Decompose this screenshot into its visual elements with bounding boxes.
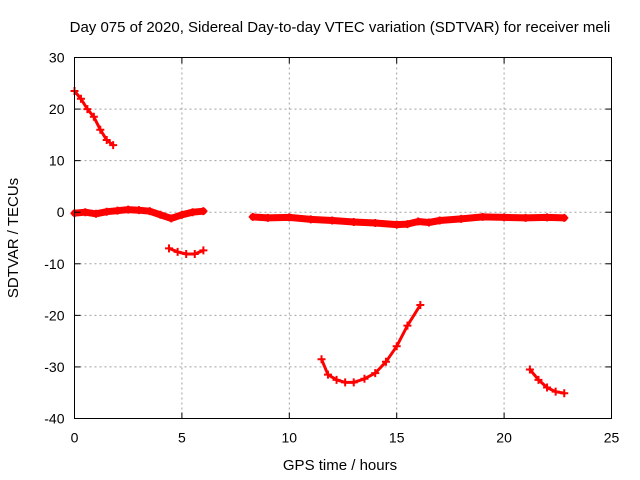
data-point: [371, 369, 380, 378]
data-point: [543, 213, 552, 222]
data-point: [534, 375, 543, 384]
x-tick-label: 25: [604, 430, 620, 446]
y-tick-label: 0: [57, 204, 65, 220]
data-point: [371, 219, 380, 228]
x-tick-label: 15: [389, 430, 405, 446]
y-tick-label: 10: [49, 153, 65, 169]
data-point: [165, 244, 174, 253]
y-tick-label: -40: [44, 411, 64, 427]
data-point: [91, 209, 100, 218]
x-tick-label: 5: [178, 430, 186, 446]
series-layer: [70, 87, 569, 398]
data-point: [341, 378, 350, 387]
y-tick-label: -30: [44, 359, 64, 375]
data-point: [457, 214, 466, 223]
data-point: [381, 357, 390, 366]
data-point: [525, 365, 534, 374]
x-tick-label: 10: [282, 430, 298, 446]
data-point: [416, 301, 425, 310]
plot-frame: [74, 57, 612, 419]
y-axis-label: SDTVAR / TECUs: [5, 178, 22, 298]
data-point: [424, 218, 433, 227]
x-tick-label: 0: [71, 430, 79, 446]
x-tick-label: 20: [496, 430, 512, 446]
data-point: [102, 136, 111, 145]
data-point: [328, 216, 337, 225]
data-point: [500, 213, 509, 222]
data-point: [96, 125, 105, 134]
data-point: [560, 389, 569, 398]
x-axis-label: GPS time / hours: [283, 457, 397, 474]
data-point: [478, 212, 487, 221]
data-point: [173, 247, 182, 256]
data-point: [306, 215, 315, 224]
data-point: [248, 212, 257, 221]
data-point: [392, 220, 401, 229]
data-point: [560, 213, 569, 222]
data-point: [182, 249, 191, 258]
data-point: [435, 216, 444, 225]
data-point: [332, 375, 341, 384]
data-point: [83, 105, 92, 114]
y-tick-label: -10: [44, 256, 64, 272]
data-point: [392, 342, 401, 351]
data-point: [199, 207, 208, 216]
data-point: [199, 246, 208, 255]
data-point: [156, 210, 165, 219]
axis-ticks: 0 5 10 15 20 25 -40 -30 -20 -10 0 10 20 30: [44, 50, 619, 446]
data-point: [134, 206, 143, 215]
data-point: [190, 249, 199, 258]
data-point: [263, 213, 272, 222]
y-tick-label: 30: [49, 50, 65, 66]
data-point: [102, 207, 111, 216]
y-tick-label: -20: [44, 307, 64, 323]
data-point: [188, 208, 197, 217]
data-point: [109, 141, 118, 150]
data-point: [543, 383, 552, 392]
data-point: [177, 210, 186, 219]
data-point: [89, 112, 98, 121]
gridlines: [74, 57, 612, 419]
data-point: [113, 206, 122, 215]
data-point: [360, 374, 369, 383]
data-point: [414, 217, 423, 226]
data-point: [81, 208, 90, 217]
data-point: [349, 378, 358, 387]
data-point: [403, 220, 412, 229]
data-point: [521, 213, 530, 222]
data-point: [403, 321, 412, 330]
chart-title: Day 075 of 2020, Sidereal Day-to-day VTE…: [70, 19, 611, 36]
data-point: [551, 387, 560, 396]
data-point: [349, 218, 358, 227]
data-point: [317, 355, 326, 364]
series-arc-5: [320, 303, 422, 384]
data-point: [285, 213, 294, 222]
data-point: [124, 205, 133, 214]
data-point: [167, 214, 176, 223]
y-tick-label: 20: [49, 101, 65, 117]
data-point: [323, 370, 332, 379]
data-point: [145, 207, 154, 216]
data-point: [76, 94, 85, 103]
